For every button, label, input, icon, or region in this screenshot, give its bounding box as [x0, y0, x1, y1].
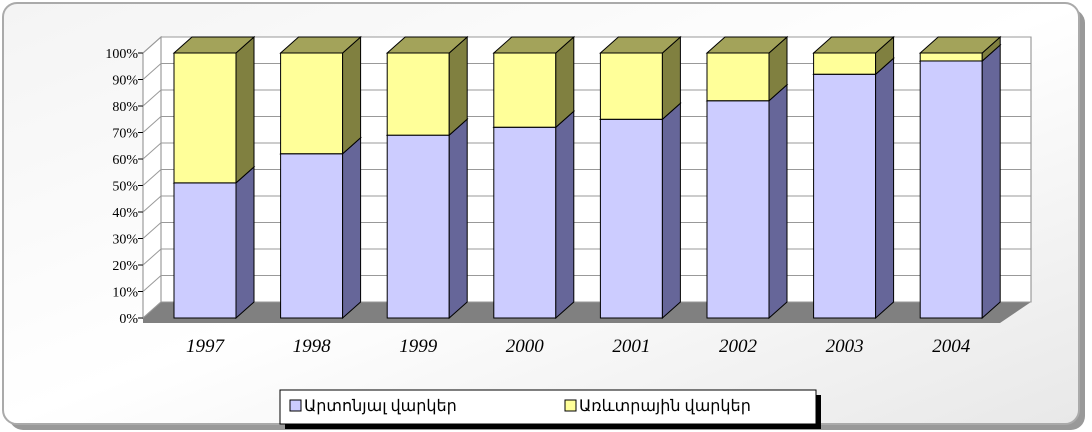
bar-top: [385, 36, 469, 54]
bar-side: [448, 35, 468, 137]
bar-segment: [705, 83, 789, 320]
bar-side: [555, 110, 575, 320]
y-tick-label: 40%: [112, 206, 138, 221]
grid-line: [142, 222, 162, 239]
grid-line: [142, 301, 162, 319]
y-tick-label: 30%: [112, 233, 138, 248]
y-tick-label: 50%: [112, 180, 138, 195]
x-tick-label: 1999: [399, 336, 438, 357]
bar-side: [235, 35, 255, 184]
bar-side: [875, 57, 895, 320]
y-tick-label: 100%: [105, 47, 138, 62]
x-tick-label: 2000: [506, 336, 545, 357]
bar: [493, 126, 557, 319]
grid-line: [142, 169, 162, 186]
bar: [919, 60, 983, 319]
bar: [280, 153, 344, 319]
x-tick-label: 1998: [293, 336, 332, 357]
grid-line: [142, 248, 162, 266]
bar-side: [768, 83, 788, 320]
bar-segment: [385, 35, 469, 137]
bar: [173, 182, 237, 319]
bar: [706, 52, 770, 102]
bar: [599, 52, 663, 120]
bar-segment: [172, 165, 256, 320]
bar: [493, 52, 557, 128]
legend-swatch: [289, 399, 302, 412]
x-tick-label: 1997: [186, 336, 226, 357]
bar-segment: [279, 35, 362, 155]
bar-segment: [599, 35, 682, 121]
bar-top: [172, 36, 256, 54]
y-tick-label: 80%: [112, 100, 138, 115]
bar-segment: [599, 102, 682, 320]
bar-side: [661, 102, 681, 320]
x-tick-label: 2002: [719, 336, 758, 357]
bar-segment: [385, 118, 469, 320]
bar-top: [492, 36, 576, 54]
bar: [599, 118, 663, 319]
bar-side: [981, 43, 1001, 320]
legend: [279, 389, 817, 425]
grid-line: [142, 116, 162, 133]
bar-side: [235, 165, 255, 320]
bar-segment: [812, 57, 895, 320]
bar-segment: [812, 35, 895, 76]
bar-top: [279, 36, 362, 54]
bar-segment: [918, 43, 1002, 320]
bar: [813, 52, 877, 75]
bar-top: [599, 36, 682, 54]
bar: [173, 52, 237, 184]
y-tick-label: 60%: [112, 153, 138, 168]
bar: [919, 52, 983, 62]
floor: [143, 302, 1031, 323]
bar-segment: [279, 136, 362, 320]
legend-swatch: [564, 399, 577, 412]
bar-top: [812, 36, 895, 54]
bar: [386, 134, 450, 319]
bar: [813, 73, 877, 319]
bar-top: [918, 36, 1002, 54]
x-tick-label: 2003: [826, 336, 864, 357]
grid-line: [142, 195, 162, 213]
bar: [706, 100, 770, 319]
grid-line: [142, 89, 162, 107]
bar-segment: [918, 35, 1002, 63]
bar-segment: [492, 35, 576, 129]
legend-label: Առևտրային վարկեր: [579, 398, 751, 415]
grid-line: [142, 142, 162, 160]
y-tick-label: 10%: [112, 286, 138, 301]
grid-line: [142, 275, 162, 292]
legend-label: Արտոնյալ վարկեր: [304, 398, 457, 415]
y-tick-label: 70%: [112, 127, 138, 142]
bar: [386, 52, 450, 136]
y-tick-label: 20%: [112, 259, 138, 274]
y-tick-label: 90%: [112, 74, 138, 89]
bar-side: [342, 35, 362, 155]
y-tick-label: 0%: [119, 312, 138, 327]
bar-side: [342, 136, 362, 320]
grid-line: [142, 63, 162, 80]
bar-segment: [705, 35, 789, 102]
bar-segment: [492, 110, 576, 320]
bar-side: [448, 118, 468, 320]
bar: [280, 52, 344, 155]
x-tick-label: 2004: [932, 336, 971, 357]
bar-segment: [172, 35, 256, 184]
x-tick-label: 2001: [612, 336, 650, 357]
bar-top: [705, 36, 789, 54]
grid-line: [142, 36, 162, 54]
